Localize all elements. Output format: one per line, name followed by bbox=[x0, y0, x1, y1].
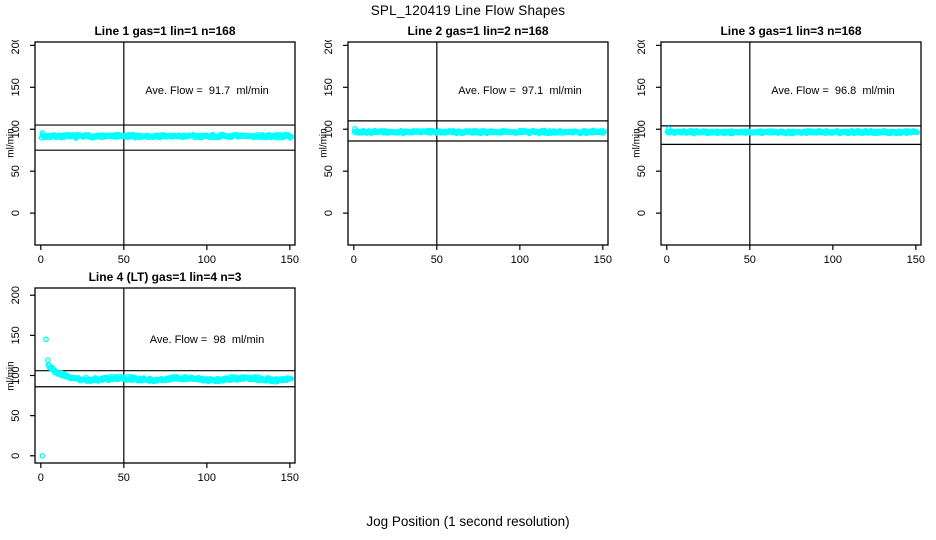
y-tick-label: 150 bbox=[10, 326, 22, 344]
x-tick-label: 100 bbox=[198, 472, 216, 484]
y-tick-label: 0 bbox=[10, 453, 22, 459]
data-points bbox=[38, 130, 295, 141]
plot-area: 0 50 100 150 0 50 100 150 200 bbox=[10, 40, 299, 266]
x-tick-label: 0 bbox=[351, 254, 357, 266]
panel-title: Line 2 gas=1 lin=2 n=168 bbox=[407, 24, 549, 38]
x-tick-label: 0 bbox=[38, 254, 44, 266]
y-tick-label: 0 bbox=[323, 210, 335, 216]
panel-line-3: Line 3 gas=1 lin=3 n=168 ml/min 0 50 100 15… bbox=[628, 24, 928, 270]
y-tick-label: 100 bbox=[10, 366, 22, 384]
y-tick-label: 50 bbox=[10, 165, 22, 177]
y-tick-label: 0 bbox=[636, 210, 648, 216]
axis-ticks: 0 50 100 150 0 50 100 150 200 bbox=[636, 40, 925, 266]
y-tick-label: 0 bbox=[10, 210, 22, 216]
y-tick-label: 50 bbox=[636, 165, 648, 177]
x-tick-label: 150 bbox=[907, 254, 925, 266]
x-tick-label: 50 bbox=[118, 472, 130, 484]
y-tick-label: 150 bbox=[323, 78, 335, 96]
plot-border bbox=[660, 41, 922, 246]
x-axis-label: Jog Position (1 second resolution) bbox=[366, 514, 570, 529]
y-tick-label: 200 bbox=[636, 40, 648, 55]
panel-line-4: Line 4 (LT) gas=1 lin=4 n=3 ml/min 0 50 10… bbox=[2, 270, 302, 516]
x-tick-label: 50 bbox=[118, 254, 130, 266]
plot-border bbox=[347, 41, 609, 246]
reference-lines bbox=[661, 42, 921, 245]
x-tick-label: 150 bbox=[281, 472, 299, 484]
panel-line-2: Line 2 gas=1 lin=2 n=168 ml/min 0 50 100 15… bbox=[315, 24, 615, 270]
ave-flow-annotation: Ave. Flow = 96.8 ml/min bbox=[771, 85, 895, 97]
y-tick-label: 100 bbox=[323, 120, 335, 138]
reference-lines bbox=[348, 42, 608, 245]
plot-border bbox=[34, 41, 296, 246]
plot-area: 0 50 100 150 0 50 100 150 200 bbox=[10, 286, 299, 484]
x-tick-label: 150 bbox=[281, 254, 299, 266]
panel-line-1: Line 1 gas=1 lin=1 n=168 ml/min 0 50 100 15… bbox=[2, 24, 302, 270]
y-tick-label: 50 bbox=[323, 165, 335, 177]
y-tick-label: 50 bbox=[10, 410, 22, 422]
x-tick-label: 100 bbox=[824, 254, 842, 266]
panel-title: Line 1 gas=1 lin=1 n=168 bbox=[94, 24, 236, 38]
x-tick-label: 150 bbox=[594, 254, 612, 266]
reference-lines bbox=[35, 42, 295, 245]
panel-title: Line 4 (LT) gas=1 lin=4 n=3 bbox=[88, 270, 242, 284]
axis-ticks: 0 50 100 150 0 50 100 150 200 bbox=[10, 286, 299, 484]
x-tick-label: 50 bbox=[744, 254, 756, 266]
y-tick-label: 200 bbox=[323, 40, 335, 55]
axis-ticks: 0 50 100 150 0 50 100 150 200 bbox=[10, 40, 299, 266]
y-tick-label: 150 bbox=[636, 78, 648, 96]
y-tick-label: 200 bbox=[10, 286, 22, 304]
data-points bbox=[351, 125, 608, 137]
axis-ticks: 0 50 100 150 0 50 100 150 200 bbox=[323, 40, 612, 266]
y-tick-label: 100 bbox=[10, 120, 22, 138]
x-tick-label: 0 bbox=[664, 254, 670, 266]
data-points bbox=[664, 125, 921, 137]
y-tick-label: 200 bbox=[10, 40, 22, 55]
x-tick-label: 0 bbox=[38, 472, 44, 484]
ave-flow-annotation: Ave. Flow = 98 ml/min bbox=[149, 334, 265, 346]
ave-flow-annotation: Ave. Flow = 97.1 ml/min bbox=[458, 85, 582, 97]
x-tick-label: 100 bbox=[511, 254, 529, 266]
panel-title: Line 3 gas=1 lin=3 n=168 bbox=[720, 24, 862, 38]
ave-flow-annotation: Ave. Flow = 91.7 ml/min bbox=[145, 85, 269, 97]
data-points bbox=[39, 336, 294, 459]
plot-area: 0 50 100 150 0 50 100 150 200 bbox=[636, 40, 925, 266]
y-tick-label: 150 bbox=[10, 78, 22, 96]
figure-title: SPL_120419 Line Flow Shapes bbox=[370, 3, 566, 18]
x-tick-label: 50 bbox=[431, 254, 443, 266]
y-tick-label: 100 bbox=[636, 120, 648, 138]
plot-area: 0 50 100 150 0 50 100 150 200 bbox=[323, 40, 612, 266]
x-tick-label: 100 bbox=[198, 254, 216, 266]
